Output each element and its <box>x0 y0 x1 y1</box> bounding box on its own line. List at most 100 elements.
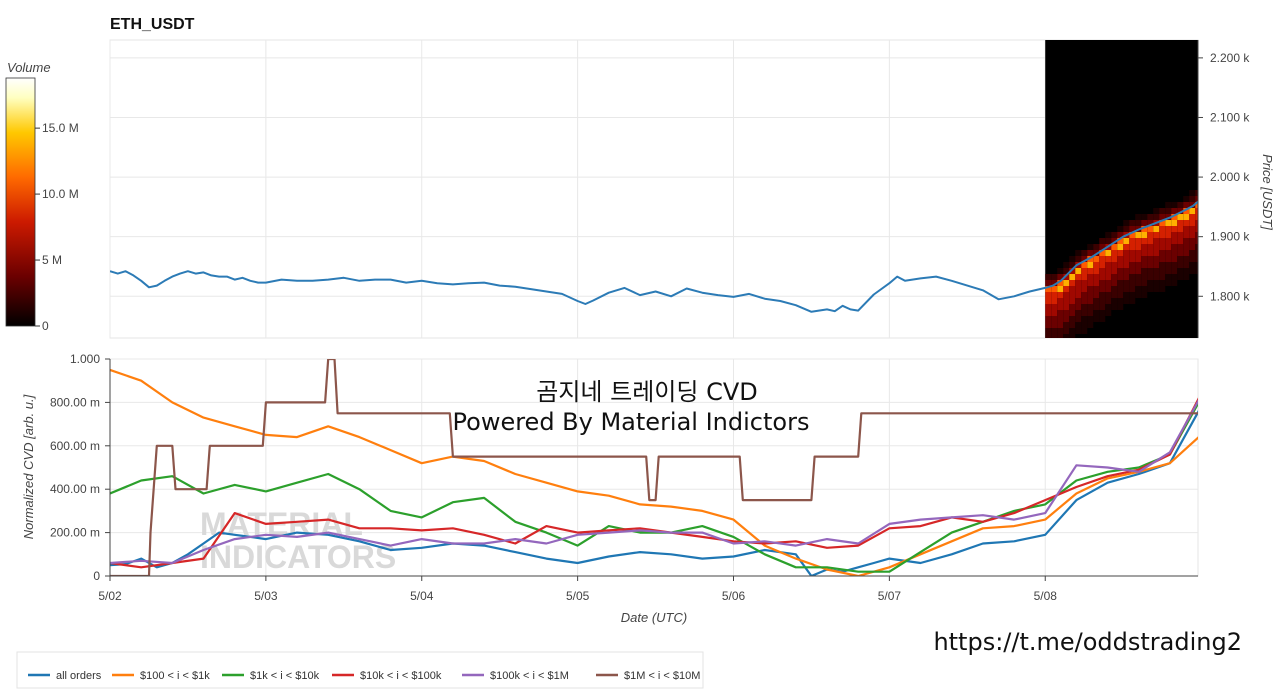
heatmap-cell <box>1177 226 1184 232</box>
heatmap-cell <box>1123 286 1130 292</box>
heatmap-cell <box>1171 214 1178 220</box>
heatmap-cell <box>1063 334 1070 338</box>
heatmap-cell <box>1069 268 1076 274</box>
telegram-link[interactable]: https://t.me/oddstrading2 <box>933 628 1242 656</box>
heatmap-cell <box>1045 328 1052 334</box>
heatmap-cell <box>1135 256 1142 262</box>
heatmap-cell <box>1171 268 1178 274</box>
heatmap-cell <box>1141 238 1148 244</box>
heatmap-cell <box>1123 274 1130 280</box>
heatmap-cell <box>1183 262 1190 268</box>
cvd-x-tick-label: 5/02 <box>98 589 122 603</box>
heatmap-cell <box>1195 220 1198 226</box>
legend-label: $1M < i < $10M <box>624 670 700 682</box>
heatmap-cell <box>1045 292 1052 298</box>
heatmap-cell <box>1105 256 1112 262</box>
heatmap-cell <box>1099 274 1106 280</box>
cvd-line <box>110 359 1198 576</box>
heatmap-cell <box>1069 280 1076 286</box>
heatmap-cell <box>1093 244 1100 250</box>
heatmap-cell <box>1171 238 1178 244</box>
heatmap-cell <box>1195 232 1198 238</box>
heatmap-cell <box>1153 274 1160 280</box>
heatmap-cell <box>1147 268 1154 274</box>
heatmap-cell <box>1129 250 1136 256</box>
heatmap-cell <box>1045 298 1052 304</box>
heatmap-cell <box>1063 316 1070 322</box>
heatmap-cell <box>1135 250 1142 256</box>
heatmap-cell <box>1135 232 1142 238</box>
heatmap-cell <box>1117 298 1124 304</box>
legend-label: $10k < i < $100k <box>360 670 442 682</box>
colorbar-label: Volume <box>7 60 51 75</box>
heatmap-cell <box>1069 322 1076 328</box>
price-plot-area <box>109 39 1199 339</box>
heatmap-cell <box>1195 226 1198 232</box>
heatmap-cell <box>1147 286 1154 292</box>
heatmap-cell <box>1105 304 1112 310</box>
cvd-x-ticks: 5/02 5/03 5/04 5/05 5/06 5/07 5/08 <box>98 576 1057 603</box>
heatmap-cell <box>1129 280 1136 286</box>
heatmap-cell <box>1087 322 1094 328</box>
heatmap-cell <box>1195 250 1198 256</box>
heatmap-cell <box>1099 256 1106 262</box>
legend: all orders $100 < i < $1k $1k < i < $10k $1… <box>16 651 704 689</box>
heatmap-cell <box>1045 334 1052 338</box>
price-y-ticks: 1.800 k 1.900 k 2.000 k 2.100 k 2.200 k <box>1197 40 1250 338</box>
heatmap-cell <box>1111 262 1118 268</box>
heatmap-cell <box>1147 274 1154 280</box>
cvd-tick-label: 800.00 m <box>50 395 100 409</box>
heatmap-cell <box>1105 250 1112 256</box>
colorbar-tick-label: 10.0 M <box>42 187 79 201</box>
heatmap-cell <box>1177 274 1184 280</box>
legend-label: $100k < i < $1M <box>490 670 569 682</box>
heatmap-cell <box>1087 262 1094 268</box>
heatmap-cell <box>1123 256 1130 262</box>
heatmap-cell <box>1141 280 1148 286</box>
heatmap-cell <box>1117 244 1124 250</box>
heatmap-cell <box>1081 268 1088 274</box>
heatmap-cell <box>1123 238 1130 244</box>
heatmap-cell <box>1177 238 1184 244</box>
heatmap-cell <box>1057 328 1064 334</box>
heatmap-cell <box>1195 202 1198 208</box>
heatmap-cell <box>1111 244 1118 250</box>
heatmap-cell <box>1111 286 1118 292</box>
heatmap-cell <box>1045 322 1052 328</box>
colorbar-ticks: 0 5 M 10.0 M 15.0 M <box>35 121 79 333</box>
heatmap-cell <box>1183 250 1190 256</box>
heatmap-cell <box>1195 256 1198 262</box>
legend-label: all orders <box>56 670 102 682</box>
heatmap-cell <box>1093 310 1100 316</box>
heatmap-cell <box>1183 214 1190 220</box>
cvd-x-tick-label: 5/05 <box>566 589 590 603</box>
heatmap-cell <box>1141 256 1148 262</box>
heatmap-cell <box>1129 274 1136 280</box>
cvd-line <box>110 401 1198 573</box>
chart-title: ETH_USDT <box>110 16 195 33</box>
price-tick-label: 2.000 k <box>1210 170 1250 184</box>
price-tick-label: 1.900 k <box>1210 230 1250 244</box>
heatmap-cell <box>1147 220 1154 226</box>
heatmap-cell <box>1093 256 1100 262</box>
heatmap-cell <box>1117 250 1124 256</box>
heatmap-cell <box>1105 262 1112 268</box>
heatmap-cell <box>1159 232 1166 238</box>
heatmap-cell <box>1063 328 1070 334</box>
heatmap-cell <box>1075 322 1082 328</box>
cvd-x-axis-label: Date (UTC) <box>621 610 687 625</box>
heatmap-cell <box>1111 232 1118 238</box>
heatmap-cell <box>1057 304 1064 310</box>
heatmap-cell <box>1099 238 1106 244</box>
heatmap-cell <box>1093 280 1100 286</box>
heatmap-cell <box>1087 310 1094 316</box>
heatmap-cell <box>1099 298 1106 304</box>
heatmap-cell <box>1195 262 1198 268</box>
heatmap-cell <box>1153 232 1160 238</box>
heatmap-cell <box>1111 268 1118 274</box>
heatmap-cell <box>1171 220 1178 226</box>
heatmap-cell <box>1189 226 1196 232</box>
heatmap-cell <box>1129 220 1136 226</box>
heatmap-cell <box>1093 292 1100 298</box>
heatmap-cell <box>1123 226 1130 232</box>
